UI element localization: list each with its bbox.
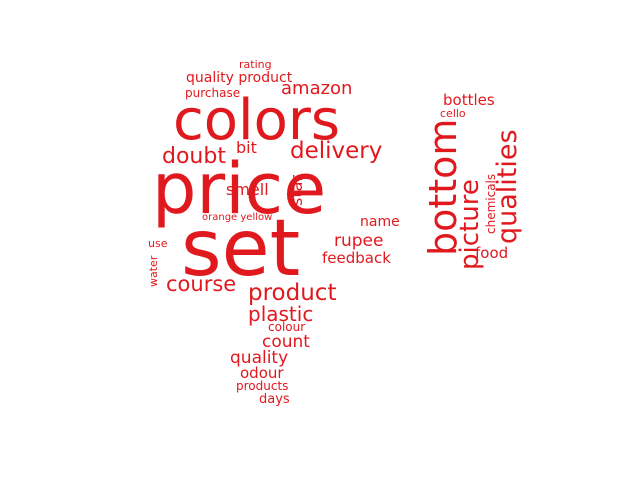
word-colour: colour — [268, 320, 305, 334]
word-water: water — [147, 255, 160, 287]
word-course: course — [166, 272, 236, 296]
word-star: star — [287, 175, 306, 206]
word-purchase: purchase — [185, 86, 240, 100]
word-odour: odour — [240, 364, 284, 382]
word-chemicals: chemicals — [484, 174, 498, 234]
word-feedback: feedback — [322, 249, 391, 267]
word-price: price — [152, 148, 326, 230]
word-use: use — [148, 237, 168, 250]
word-set: set — [181, 204, 300, 294]
word-smell: smell — [226, 180, 269, 199]
word-product: product — [248, 280, 336, 306]
word-cello: cello — [440, 107, 466, 120]
word-picture: picture — [455, 179, 485, 270]
word-qualities: qualities — [492, 129, 523, 244]
word-quality: quality — [230, 348, 288, 368]
word-count: count — [262, 332, 310, 352]
word-quality-product: quality product — [186, 70, 293, 86]
word-rating: rating — [239, 58, 272, 71]
word-food: food — [475, 244, 508, 262]
word-bit: bit — [236, 138, 257, 157]
word-bottom: bottom — [421, 119, 465, 256]
word-colors: colors — [173, 88, 340, 153]
word-delivery: delivery — [290, 138, 382, 164]
word-amazon: amazon — [281, 78, 352, 99]
word-bottles: bottles — [443, 91, 495, 109]
word-plastic: plastic — [248, 302, 313, 326]
word-products: products — [236, 379, 288, 393]
word-days: days — [259, 392, 290, 407]
word-doubt: doubt — [162, 144, 226, 169]
word-name: name — [360, 214, 400, 230]
word-rupee: rupee — [334, 231, 383, 251]
word-orange-yellow: orange yellow — [202, 212, 272, 223]
